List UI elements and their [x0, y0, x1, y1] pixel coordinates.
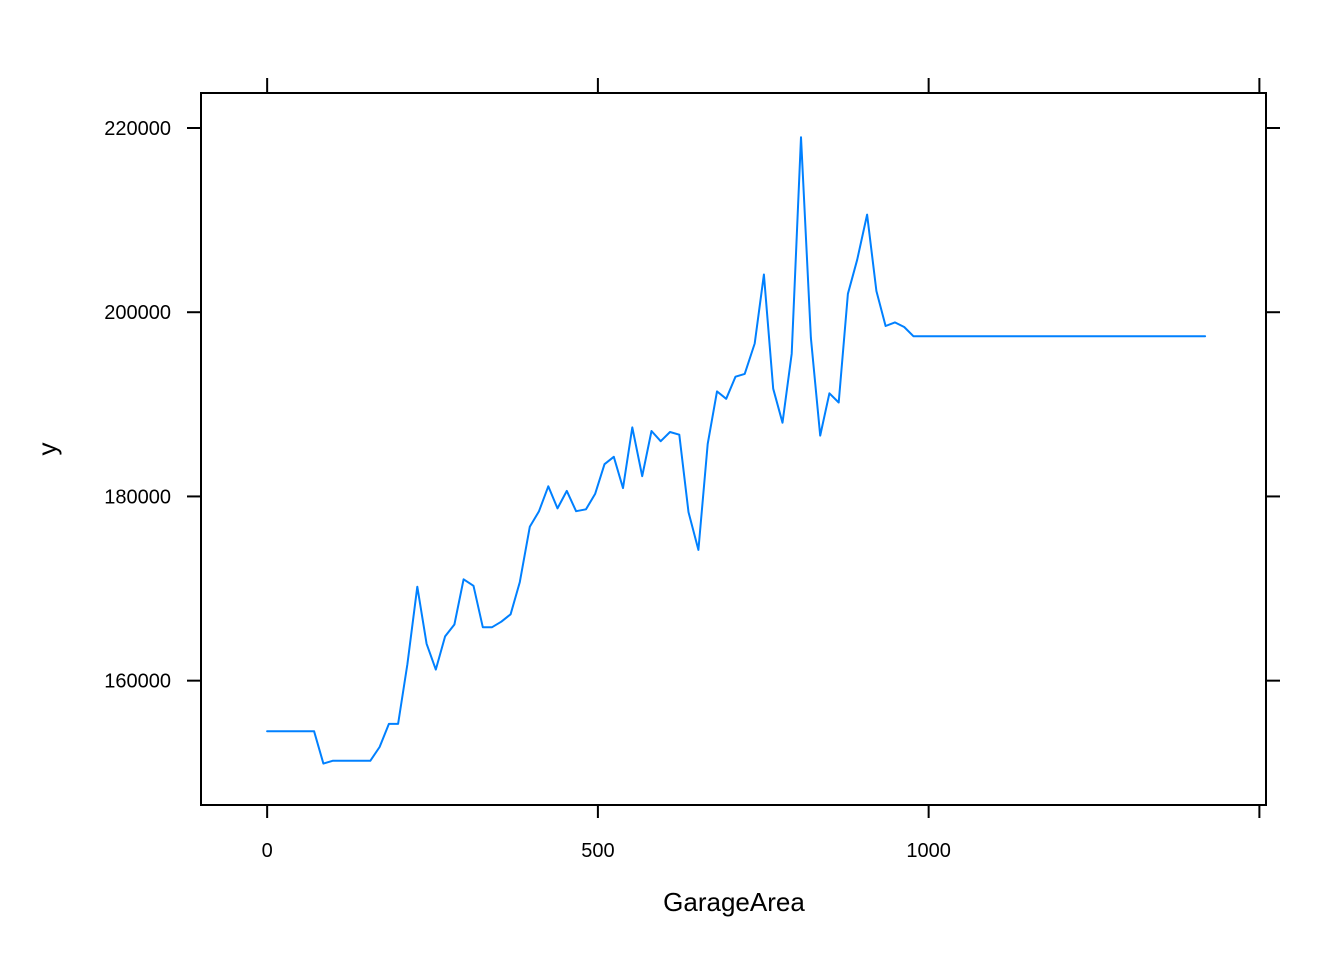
data-point [678, 434, 680, 436]
data-point [613, 456, 615, 458]
data-point [763, 274, 765, 276]
data-point [426, 643, 428, 645]
data-point [641, 475, 643, 477]
data-point [435, 669, 437, 671]
data-point [651, 430, 653, 432]
data-point [744, 373, 746, 375]
x-axis-title: GarageArea [663, 887, 805, 917]
axes [200, 92, 1267, 806]
data-point [912, 335, 914, 337]
data-point [875, 290, 877, 292]
data-point [838, 402, 840, 404]
y-tick-label: 160000 [104, 671, 171, 693]
y-tick-label: 180000 [104, 486, 171, 508]
data-point [754, 343, 756, 345]
data-point [416, 586, 418, 588]
data-point [716, 390, 718, 392]
data-point [303, 730, 305, 732]
y-tick-label: 220000 [104, 118, 171, 140]
data-point [473, 585, 475, 587]
data-point [856, 259, 858, 261]
data-point [903, 326, 905, 328]
data-point [791, 353, 793, 355]
data-point [922, 335, 924, 337]
data-point [725, 398, 727, 400]
data-point [697, 549, 699, 551]
data-point [510, 613, 512, 615]
data-point [453, 624, 455, 626]
data-point [688, 511, 690, 513]
data-point [397, 723, 399, 725]
data-point [575, 510, 577, 512]
data-point [847, 293, 849, 295]
data-point [594, 493, 596, 495]
data-point [266, 730, 268, 732]
data-point [491, 626, 493, 628]
y-tick-label: 200000 [104, 302, 171, 324]
data-point [707, 443, 709, 445]
data-point [866, 214, 868, 216]
y-axis-title: y [32, 443, 62, 456]
data-point [772, 388, 774, 390]
data-point [800, 136, 802, 138]
series [266, 136, 1207, 765]
data-point [782, 422, 784, 424]
data-point [341, 760, 343, 762]
series-line [266, 136, 1207, 765]
data-point [332, 760, 334, 762]
data-point [828, 392, 830, 394]
data-point [275, 730, 277, 732]
data-point [547, 485, 549, 487]
data-point [369, 760, 371, 762]
data-point [557, 507, 559, 509]
data-point [350, 760, 352, 762]
data-point [379, 746, 381, 748]
data-point [819, 435, 821, 437]
x-tick-label: 1000 [906, 840, 951, 862]
data-point [359, 760, 361, 762]
data-point [285, 730, 287, 732]
data-point [735, 376, 737, 378]
tick-labels: 0 500 1000 160000 180000 200000 220000 [104, 118, 951, 862]
data-point [463, 578, 465, 580]
data-point [1204, 335, 1206, 337]
data-point [519, 581, 521, 583]
data-point [313, 730, 315, 732]
data-point [810, 337, 812, 339]
data-point [631, 426, 633, 428]
data-point [444, 635, 446, 637]
data-point [500, 621, 502, 623]
data-point [294, 730, 296, 732]
x-tick-label: 500 [581, 840, 614, 862]
data-point [894, 321, 896, 323]
data-point [322, 763, 324, 765]
axis-ticks [187, 78, 1280, 818]
data-point [529, 526, 531, 528]
plot-frame [200, 92, 1267, 806]
data-point [660, 440, 662, 442]
data-point [585, 508, 587, 510]
data-point [482, 626, 484, 628]
data-point [538, 510, 540, 512]
x-tick-label: 0 [262, 840, 273, 862]
data-point [885, 325, 887, 327]
data-point [669, 431, 671, 433]
data-point [388, 723, 390, 725]
data-point [622, 487, 624, 489]
data-point [604, 463, 606, 465]
data-point [406, 663, 408, 665]
data-point [566, 490, 568, 492]
